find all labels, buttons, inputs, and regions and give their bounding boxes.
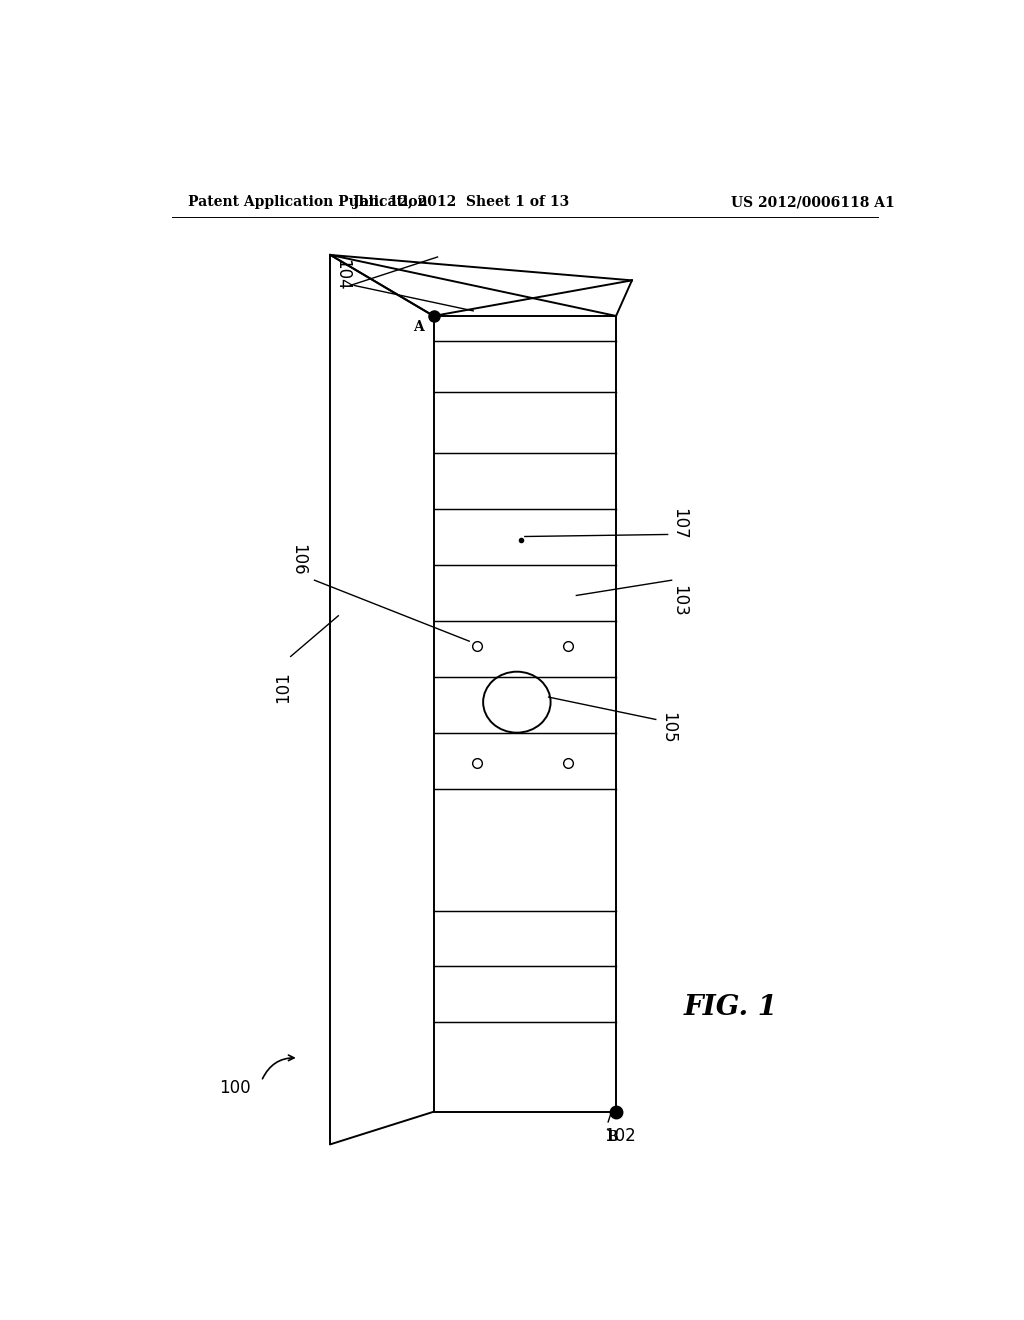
Text: 102: 102	[604, 1127, 636, 1146]
Text: 103: 103	[671, 585, 688, 616]
Text: Jan. 12, 2012  Sheet 1 of 13: Jan. 12, 2012 Sheet 1 of 13	[353, 195, 569, 209]
Text: Patent Application Publication: Patent Application Publication	[187, 195, 427, 209]
Text: B: B	[606, 1130, 617, 1144]
Text: 106: 106	[290, 544, 307, 576]
Text: 104: 104	[333, 260, 351, 292]
Text: 107: 107	[671, 508, 688, 540]
Text: 101: 101	[273, 671, 292, 702]
Text: FIG. 1: FIG. 1	[684, 994, 778, 1020]
Text: 105: 105	[658, 711, 677, 743]
Text: A: A	[414, 319, 424, 334]
Text: US 2012/0006118 A1: US 2012/0006118 A1	[731, 195, 895, 209]
Text: 100: 100	[219, 1080, 251, 1097]
